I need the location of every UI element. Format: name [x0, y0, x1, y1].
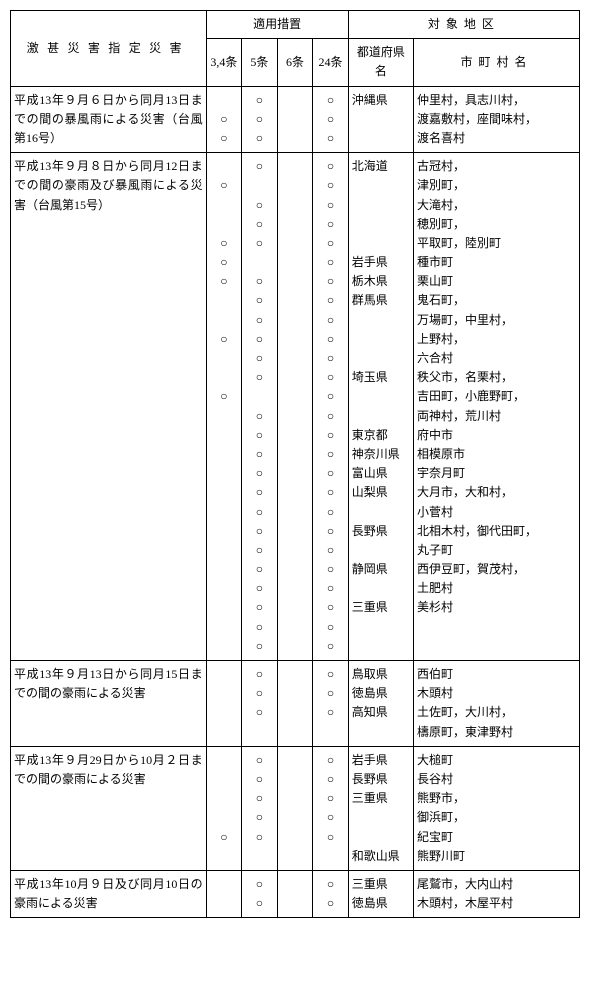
col-art24: ○○ — [313, 870, 349, 917]
header-art34: 3,4条 — [206, 39, 242, 86]
col-muni: 仲里村，具志川村，渡嘉敷村，座間味村，渡名喜村 — [413, 86, 579, 153]
header-area: 対象地区 — [348, 11, 579, 39]
disaster-description: 平成13年９月13日から同月15日までの間の豪雨による災害 — [11, 661, 207, 747]
col-art34 — [206, 870, 242, 917]
header-pref: 都道府県名 — [348, 39, 413, 86]
col-art5: ○○ — [242, 870, 278, 917]
col-pref: 沖縄県 — [348, 86, 413, 153]
col-art6 — [277, 661, 313, 747]
col-art6 — [277, 746, 313, 870]
header-disaster: 激甚災害指定災害 — [11, 11, 207, 87]
col-art6 — [277, 86, 313, 153]
disaster-description: 平成13年９月29日から10月２日までの間の豪雨による災害 — [11, 746, 207, 870]
col-art5: ○○○ — [242, 86, 278, 153]
col-art24: ○○○○○ — [313, 746, 349, 870]
col-art34 — [206, 661, 242, 747]
col-art34: ○ ○○○ ○ ○ — [206, 153, 242, 661]
header-art5: 5条 — [242, 39, 278, 86]
header-art24: 24条 — [313, 39, 349, 86]
col-art24: ○○○○○○○○○○○○○○○○○○○○○○○○○○ — [313, 153, 349, 661]
header-muni: 市町村名 — [413, 39, 579, 86]
col-pref: 鳥取県徳島県高知県 — [348, 661, 413, 747]
col-art6 — [277, 153, 313, 661]
disaster-description: 平成13年10月９日及び同月10日の豪雨による災害 — [11, 870, 207, 917]
col-pref: 岩手県長野県三重県 和歌山県 — [348, 746, 413, 870]
disaster-table: 激甚災害指定災害 適用措置 対象地区 3,4条 5条 6条 24条 都道府県名 … — [10, 10, 580, 918]
col-muni: 古冠村，津別町，大滝村，穂別町，平取町，陸別町種市町栗山町鬼石町，万場町，中里村… — [413, 153, 579, 661]
col-pref: 三重県徳島県 — [348, 870, 413, 917]
col-art5: ○○○ — [242, 661, 278, 747]
col-muni: 尾鷲市，大内山村木頭村，木屋平村 — [413, 870, 579, 917]
col-art34: ○ — [206, 746, 242, 870]
header-art6: 6条 — [277, 39, 313, 86]
col-art6 — [277, 870, 313, 917]
col-art24: ○○○ — [313, 86, 349, 153]
header-measures: 適用措置 — [206, 11, 348, 39]
col-art24: ○○○ — [313, 661, 349, 747]
col-art5: ○ ○○○ ○○○○○○ ○○○○○○○○○○○○○ — [242, 153, 278, 661]
disaster-description: 平成13年９月８日から同月12日までの間の豪雨及び暴風雨による災害（台風第15号… — [11, 153, 207, 661]
col-pref: 北海道 岩手県栃木県群馬県 埼玉県 東京都神奈川県富山県山梨県 長野県 静岡県 … — [348, 153, 413, 661]
col-art5: ○○○○○ — [242, 746, 278, 870]
col-muni: 西伯町木頭村土佐町，大川村，檮原町，東津野村 — [413, 661, 579, 747]
disaster-description: 平成13年９月６日から同月13日までの間の暴風雨による災害（台風第16号） — [11, 86, 207, 153]
col-muni: 大槌町長谷村熊野市，御浜町，紀宝町熊野川町 — [413, 746, 579, 870]
col-art34: ○○ — [206, 86, 242, 153]
